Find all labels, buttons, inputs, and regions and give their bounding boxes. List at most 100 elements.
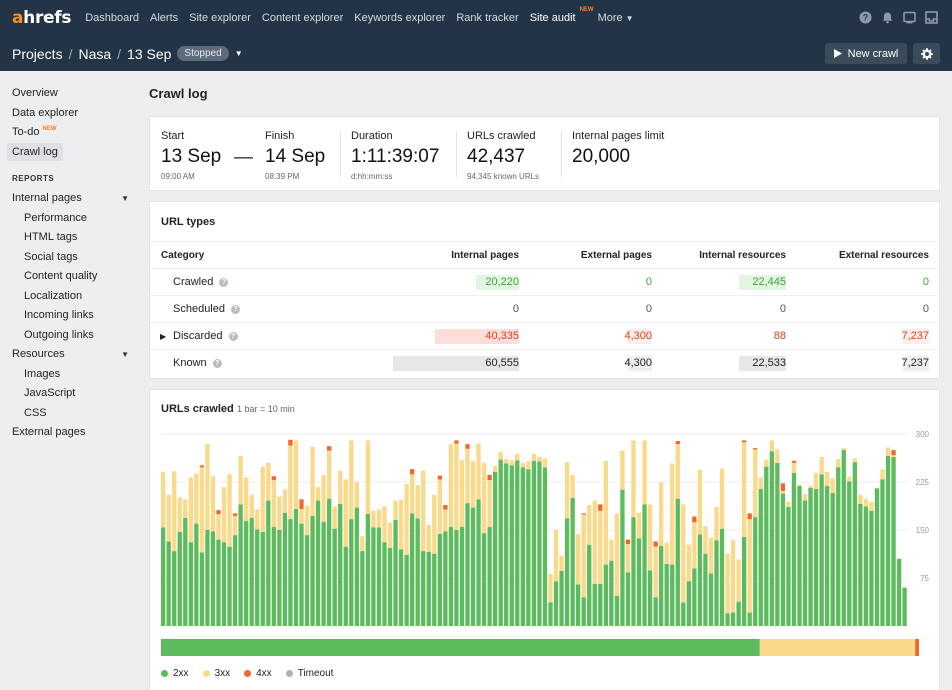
sidebar-item-internal-pages[interactable]: Internal pages ▼ xyxy=(0,189,140,209)
new-crawl-button[interactable]: New crawl xyxy=(825,43,907,64)
sidebar-item-todo[interactable]: To-do NEW xyxy=(12,126,57,138)
bar-3xx xyxy=(343,479,348,547)
caret-down-icon[interactable]: ▼ xyxy=(121,194,129,203)
bar-2xx xyxy=(210,531,216,626)
column-header[interactable]: External pages xyxy=(580,250,652,261)
legend-item-4xx[interactable]: 4xx xyxy=(244,668,272,679)
table-cell[interactable]: 0 xyxy=(645,303,652,315)
bar-3xx xyxy=(398,499,404,550)
column-header[interactable]: Internal resources xyxy=(699,250,786,261)
sidebar-item-css[interactable]: CSS xyxy=(24,406,47,419)
bar-2xx xyxy=(304,535,310,626)
bar-2xx xyxy=(753,517,758,626)
legend-item-2xx[interactable]: 2xx xyxy=(161,668,189,679)
bar-3xx xyxy=(614,513,620,596)
sidebar-item-outgoing-links[interactable]: Outgoing links xyxy=(24,328,94,341)
bar-2xx xyxy=(869,510,874,626)
bar-2xx xyxy=(282,512,288,626)
bar-3xx xyxy=(564,462,570,519)
sidebar-item-social-tags[interactable]: Social tags xyxy=(24,250,78,263)
bar-2xx xyxy=(697,534,703,626)
bar-2xx xyxy=(874,488,880,626)
bar-2xx xyxy=(825,485,830,626)
nav-alerts[interactable]: Alerts xyxy=(150,12,179,24)
bar-2xx xyxy=(564,518,570,626)
bar-2xx xyxy=(559,570,564,626)
sidebar-item-images[interactable]: Images xyxy=(24,367,61,380)
bar-2xx xyxy=(576,584,581,626)
table-cell[interactable]: 0 xyxy=(922,276,929,288)
sidebar-item-content-quality[interactable]: Content quality xyxy=(24,270,98,282)
account-icon[interactable] xyxy=(925,11,938,24)
bar-3xx xyxy=(299,508,304,524)
sidebar-item-data-explorer[interactable]: Data explorer xyxy=(12,106,79,119)
legend-item-3xx[interactable]: 3xx xyxy=(202,668,230,679)
bar-3xx xyxy=(470,460,476,508)
bar-3xx xyxy=(354,482,359,508)
table-cell[interactable]: 0 xyxy=(922,303,929,315)
status-badge[interactable]: Stopped xyxy=(177,46,229,61)
sidebar-item-incoming-links[interactable]: Incoming links xyxy=(24,309,94,321)
table-cell[interactable]: 0 xyxy=(779,303,786,315)
legend-item-timeout[interactable]: Timeout xyxy=(285,668,333,679)
legend-dot xyxy=(161,670,168,677)
sidebar-item-performance[interactable]: Performance xyxy=(24,211,87,224)
caret-down-icon[interactable]: ▼ xyxy=(121,350,129,359)
bar-3xx xyxy=(802,494,808,501)
bar-2xx xyxy=(609,560,614,626)
table-cell[interactable]: 0 xyxy=(512,303,519,315)
help-icon[interactable]: ? xyxy=(859,11,872,24)
nav-dashboard[interactable]: Dashboard xyxy=(85,12,140,24)
breadcrumb-crawl[interactable]: 13 Sep xyxy=(127,45,172,62)
breadcrumb-separator: / xyxy=(68,45,73,62)
sidebar-item-external-pages[interactable]: External pages xyxy=(12,426,86,438)
bell-icon[interactable] xyxy=(881,11,894,24)
bar-2xx xyxy=(205,530,210,626)
bar-3xx xyxy=(836,458,841,468)
column-header[interactable]: Internal pages xyxy=(451,250,519,261)
nav-content-explorer[interactable]: Content explorer xyxy=(261,12,344,24)
sidebar-item-javascript[interactable]: JavaScript xyxy=(24,387,76,399)
sidebar-item-crawl-log[interactable]: Crawl log xyxy=(0,142,140,163)
table-row[interactable]: Known? 60,555 4,300 22,533 7,237 xyxy=(150,349,939,376)
bar-2xx xyxy=(880,479,885,626)
table-row[interactable]: Crawled? 20,220 0 22,445 0 xyxy=(150,268,939,295)
settings-button[interactable] xyxy=(913,43,940,64)
help-icon[interactable]: ? xyxy=(219,277,229,287)
sidebar-item-localization[interactable]: Localization xyxy=(24,289,83,302)
bar-3xx xyxy=(238,455,243,505)
expand-triangle-icon[interactable]: ▶ xyxy=(160,332,167,341)
sidebar-item-resources[interactable]: Resources ▼ xyxy=(0,345,140,365)
bar-2xx xyxy=(349,519,354,626)
nav-site-explorer[interactable]: Site explorer xyxy=(189,12,251,24)
nav-site-audit[interactable]: Site audit NEW xyxy=(529,7,594,24)
breadcrumb-projects[interactable]: Projects xyxy=(12,45,63,62)
column-header[interactable]: External resources xyxy=(838,250,929,261)
stat-finish: Finish 14 Sep 08:39 PM xyxy=(265,130,326,181)
ahrefs-logo[interactable]: ahrefs xyxy=(12,8,72,28)
bar-3xx xyxy=(863,498,869,507)
table-cell[interactable]: 0 xyxy=(645,276,652,288)
sidebar-item-overview[interactable]: Overview xyxy=(12,87,58,99)
help-icon[interactable]: ? xyxy=(228,331,238,341)
bar-2xx xyxy=(659,546,664,626)
bar-2xx xyxy=(620,489,625,626)
column-header[interactable]: Category xyxy=(161,250,205,261)
help-icon[interactable]: ? xyxy=(212,358,222,368)
bar-3xx xyxy=(459,460,465,527)
breadcrumb-project[interactable]: Nasa xyxy=(78,45,112,62)
nav-keywords-explorer[interactable]: Keywords explorer xyxy=(354,12,446,24)
table-cell[interactable]: 88 xyxy=(773,330,786,342)
bar-3xx xyxy=(172,471,177,552)
nav-more[interactable]: More ▼ xyxy=(597,12,634,24)
value-bar: 4,300 xyxy=(624,356,652,371)
help-icon[interactable]: ? xyxy=(231,304,240,314)
table-row[interactable]: Scheduled? 0 0 0 0 xyxy=(150,295,939,322)
bar-2xx xyxy=(592,583,597,626)
sidebar-item-html-tags[interactable]: HTML tags xyxy=(24,231,78,243)
chevron-down-icon[interactable]: ▼ xyxy=(234,49,243,58)
table-row[interactable]: ▶ Discarded? 40,335 4,300 88 7,237 xyxy=(150,322,939,349)
url-types-title: URL types xyxy=(161,216,216,228)
nav-rank-tracker[interactable]: Rank tracker xyxy=(456,12,519,24)
tv-icon[interactable] xyxy=(903,11,916,24)
